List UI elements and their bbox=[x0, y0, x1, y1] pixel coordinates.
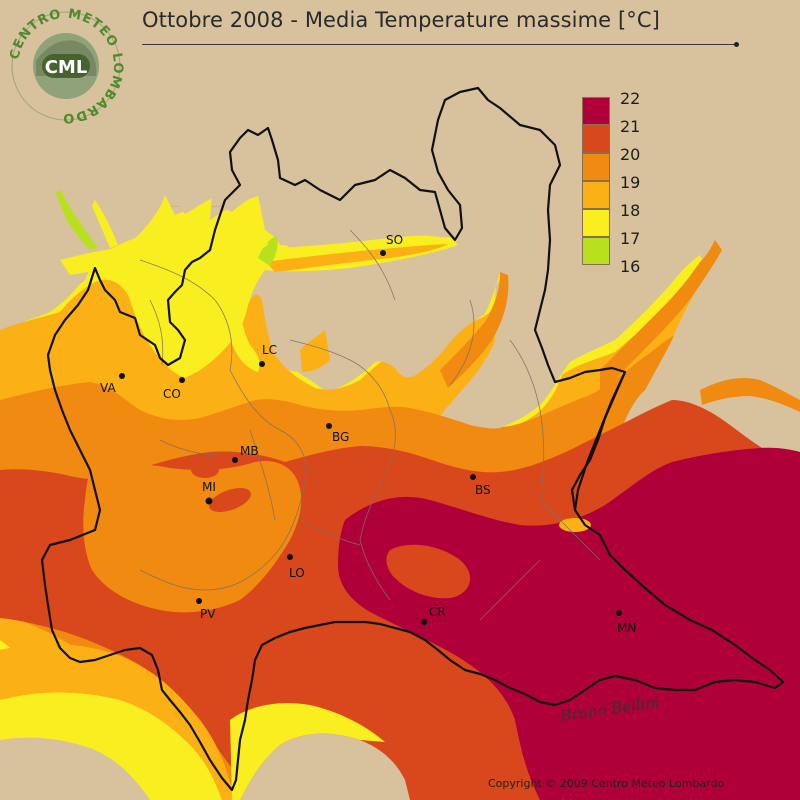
city-lc: LC bbox=[259, 343, 277, 367]
city-label: MI bbox=[202, 480, 216, 494]
city-lo: LO bbox=[287, 554, 305, 580]
city-label: VA bbox=[100, 381, 116, 395]
city-label: MB bbox=[240, 444, 259, 458]
legend-label-16: 16 bbox=[620, 257, 641, 276]
zone-21-patch-milano bbox=[209, 487, 251, 513]
legend-swatch-19 bbox=[582, 181, 610, 209]
legend-swatch-22 bbox=[582, 97, 610, 125]
region-border-east bbox=[573, 371, 626, 511]
region-border bbox=[40, 86, 785, 792]
legend-swatch-17 bbox=[582, 237, 610, 265]
city-marker bbox=[179, 377, 185, 383]
valley-ticino bbox=[60, 215, 172, 275]
logo-badge bbox=[42, 54, 90, 78]
valley-verbano bbox=[92, 200, 118, 248]
city-marker bbox=[232, 457, 238, 463]
city-marker bbox=[616, 610, 622, 616]
city-label: CO bbox=[163, 387, 181, 401]
city-marker bbox=[119, 373, 125, 379]
valley-orobie bbox=[300, 330, 330, 372]
city-label: MN bbox=[617, 621, 636, 635]
legend-swatch-18 bbox=[582, 209, 610, 237]
city-label: PV bbox=[200, 607, 216, 621]
city-marker bbox=[380, 250, 386, 256]
city-label: LC bbox=[262, 343, 277, 357]
city-marker bbox=[205, 497, 213, 505]
city-pv: PV bbox=[196, 598, 216, 621]
city-mi: MI bbox=[202, 480, 216, 505]
city-marker bbox=[196, 598, 202, 604]
city-marker bbox=[326, 423, 332, 429]
legend-label-21: 21 bbox=[620, 117, 641, 136]
valley-ticino-green bbox=[56, 190, 98, 250]
valley-garda-east bbox=[700, 378, 800, 412]
city-so: SO bbox=[380, 233, 403, 256]
legend-swatch-20 bbox=[582, 153, 610, 181]
city-cr: CR bbox=[421, 605, 446, 625]
cities-layer: SO LC VA CO BG MB MI BS LO PV CR MN bbox=[100, 233, 636, 635]
city-label: BS bbox=[475, 483, 491, 497]
map-title: Ottobre 2008 - Media Temperature massime… bbox=[142, 8, 660, 32]
city-label: LO bbox=[289, 566, 305, 580]
zone-18-south-2 bbox=[230, 703, 385, 800]
city-marker bbox=[470, 474, 476, 480]
city-mn: MN bbox=[616, 610, 636, 635]
logo-text: CML bbox=[45, 57, 88, 78]
valley-chiavenna-green bbox=[258, 236, 278, 266]
province-borders bbox=[139, 229, 601, 621]
copyright-notice: Copyright © 2009 Centro Meteo Lombardo bbox=[488, 777, 725, 790]
title-underline bbox=[142, 44, 736, 45]
city-label: SO bbox=[386, 233, 403, 247]
legend-label-19: 19 bbox=[620, 173, 641, 192]
zone-22 bbox=[338, 447, 800, 800]
zone-19-south bbox=[0, 644, 235, 800]
city-marker bbox=[287, 554, 293, 560]
terrain-south bbox=[0, 737, 150, 800]
zone-21-patch-mi-north bbox=[191, 462, 219, 478]
legend-label-17: 17 bbox=[620, 229, 641, 248]
city-label: CR bbox=[429, 605, 446, 619]
legend-swatch-21 bbox=[582, 125, 610, 153]
valley-garda bbox=[600, 240, 722, 395]
valley-lario bbox=[225, 228, 268, 372]
city-bg: BG bbox=[326, 423, 349, 444]
city-label: BG bbox=[332, 430, 349, 444]
city-mb: MB bbox=[232, 444, 259, 463]
city-marker bbox=[421, 619, 427, 625]
title-end-dot bbox=[734, 42, 739, 47]
valley-valtellina-yellow bbox=[262, 237, 458, 262]
legend-label-18: 18 bbox=[620, 201, 641, 220]
city-bs: BS bbox=[470, 474, 491, 497]
valley-camonica bbox=[440, 272, 509, 388]
terrain-south-2 bbox=[240, 733, 410, 800]
legend-label-20: 20 bbox=[620, 145, 641, 164]
legend-label-22: 22 bbox=[620, 89, 641, 108]
city-co: CO bbox=[163, 377, 185, 401]
logo-ring bbox=[11, 11, 121, 121]
zone-21-hole bbox=[386, 544, 471, 599]
city-va: VA bbox=[100, 373, 125, 395]
city-marker bbox=[259, 361, 265, 367]
